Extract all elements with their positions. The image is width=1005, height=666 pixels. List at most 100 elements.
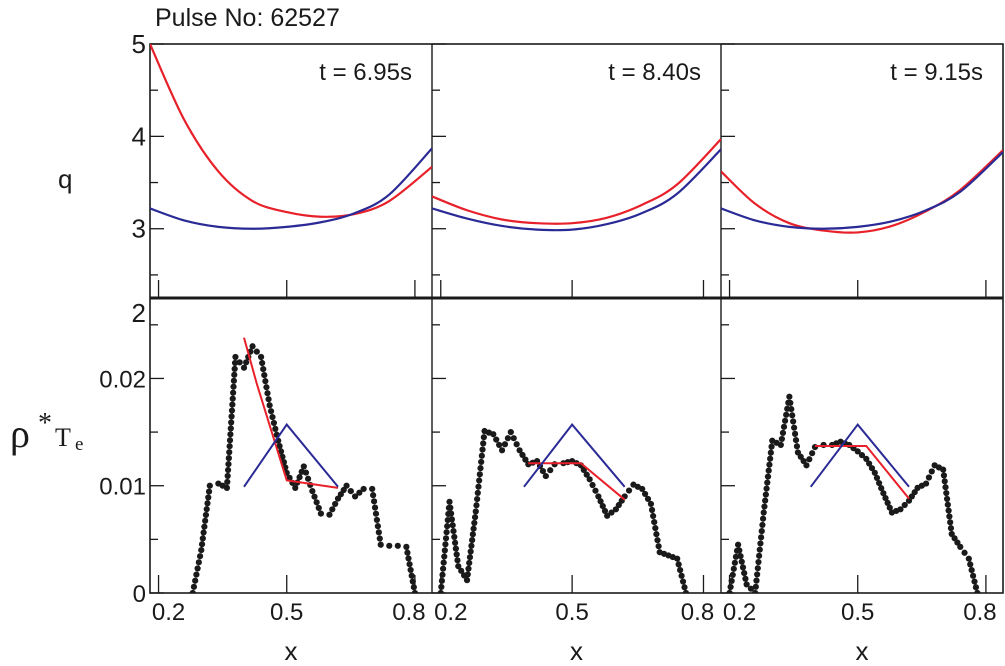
data-point <box>343 482 350 489</box>
x-axis-label: x <box>856 636 869 666</box>
data-point <box>754 571 761 578</box>
data-point <box>599 503 606 510</box>
fit-line-red <box>528 462 626 501</box>
q-curve-red <box>432 138 721 225</box>
data-point <box>226 437 234 444</box>
data-point <box>451 533 458 541</box>
data-point <box>224 478 231 486</box>
data-point <box>450 527 457 535</box>
data-point <box>519 451 526 459</box>
data-point <box>201 523 208 530</box>
data-point <box>261 372 268 379</box>
x-tick-label: 0.5 <box>841 599 874 626</box>
data-point <box>304 475 312 482</box>
x-tick-label: 0.8 <box>963 599 996 626</box>
q-curve-red <box>150 44 432 218</box>
data-point <box>259 359 266 367</box>
data-point <box>947 525 955 532</box>
data-point <box>466 559 473 567</box>
data-point <box>309 487 316 495</box>
data-point <box>498 447 506 454</box>
data-point <box>806 456 813 463</box>
fit-line-blue <box>523 422 626 488</box>
data-point <box>195 559 202 566</box>
data-point <box>940 472 948 479</box>
data-point <box>190 583 198 590</box>
data-point <box>317 510 325 517</box>
data-point <box>768 443 775 450</box>
x-tick-label: 0.2 <box>723 599 756 626</box>
data-point <box>224 466 232 474</box>
data-point <box>267 408 275 415</box>
data-point <box>260 365 267 373</box>
data-point <box>803 462 810 469</box>
data-point <box>728 577 735 585</box>
data-point <box>642 490 649 498</box>
data-point <box>262 378 269 385</box>
data-point <box>764 473 772 480</box>
data-point <box>969 572 977 579</box>
data-point <box>945 507 952 514</box>
data-point <box>580 466 587 474</box>
data-point <box>759 521 766 529</box>
data-point <box>477 465 484 472</box>
data-point <box>449 522 456 529</box>
data-point <box>678 572 685 579</box>
data-point <box>470 525 477 532</box>
bottom-ylabel: ρ * T e <box>10 408 83 456</box>
data-point <box>410 584 417 591</box>
data-point <box>551 461 558 468</box>
data-point <box>734 541 742 548</box>
data-point <box>820 441 827 449</box>
data-point <box>767 455 774 462</box>
data-point <box>496 441 503 449</box>
data-point <box>453 551 460 558</box>
data-point <box>758 528 765 535</box>
data-point <box>443 529 450 536</box>
data-point <box>765 467 772 474</box>
data-point <box>946 513 953 520</box>
data-point <box>677 567 684 574</box>
data-point <box>761 503 768 510</box>
data-point <box>788 405 795 413</box>
data-point <box>265 396 272 403</box>
data-point <box>226 449 233 456</box>
data-point <box>863 455 870 463</box>
data-point <box>249 343 256 350</box>
data-point <box>437 589 444 593</box>
data-point <box>947 519 954 526</box>
data-point <box>480 434 487 441</box>
data-point <box>878 485 885 492</box>
data-point <box>779 429 787 436</box>
data-point <box>263 384 270 391</box>
panel-column-3: t = 9.15s 0.2 0.5 0.8 x <box>721 43 997 666</box>
data-point <box>764 479 771 486</box>
ylabel-star: * <box>38 408 52 439</box>
data-point <box>625 487 633 494</box>
data-point <box>198 546 205 554</box>
data-point <box>490 431 497 438</box>
fit-line-red <box>243 337 339 489</box>
data-point <box>228 419 235 426</box>
data-point <box>516 447 523 454</box>
data-point <box>438 577 446 584</box>
data-point <box>504 435 511 442</box>
data-point <box>729 571 736 578</box>
y-tick-label: 0.01 <box>99 474 146 501</box>
data-point <box>778 435 785 443</box>
data-point <box>655 543 662 550</box>
data-point <box>394 542 401 549</box>
data-point <box>442 535 450 542</box>
y-tick-label: 0 <box>133 581 146 608</box>
data-point <box>731 559 738 566</box>
data-point <box>448 510 455 517</box>
data-point <box>369 485 376 493</box>
data-point <box>406 561 413 568</box>
data-point <box>854 448 861 455</box>
ylabel-T: T <box>55 423 71 452</box>
data-point <box>253 348 260 355</box>
data-point <box>405 555 412 562</box>
data-point <box>961 549 968 556</box>
data-point <box>592 487 599 494</box>
data-point <box>944 501 951 508</box>
